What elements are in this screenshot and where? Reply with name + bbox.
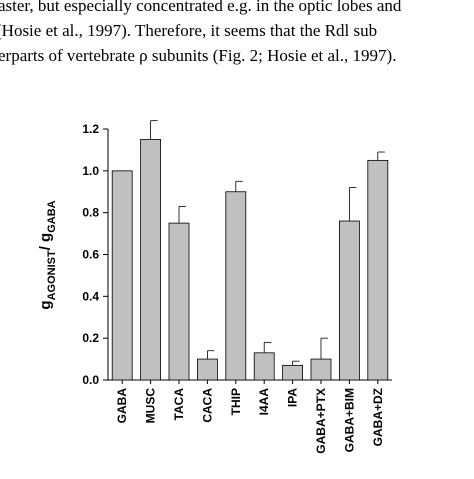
y-tick-label: 0.0 — [82, 373, 99, 387]
error-bar — [263, 341, 272, 353]
doc-line: erparts of vertebrate ρ subunits (Fig. 2… — [0, 46, 396, 65]
y-label-part: GABA — [46, 200, 58, 232]
bar — [111, 170, 133, 381]
y-label-part: g — [37, 300, 54, 309]
y-tick-label: 1.0 — [82, 164, 99, 178]
bar — [338, 220, 360, 381]
bar — [253, 352, 275, 381]
bar — [367, 159, 389, 381]
y-axis-label: gAGONIST/ gGABA — [37, 200, 58, 309]
error-bar — [377, 151, 385, 161]
bar — [310, 358, 332, 381]
x-tick-label: GABA — [115, 388, 129, 424]
error-bar — [235, 180, 243, 192]
x-tick-label: GABA+DZ — [371, 388, 385, 446]
bar — [196, 358, 218, 381]
doc-line: (Hosie et al., 1997). Therefore, it seem… — [0, 21, 377, 40]
x-tick-label: MUSC — [144, 388, 158, 424]
error-bar — [320, 337, 328, 360]
x-tick-label: IPA — [286, 388, 300, 407]
x-tick-label: TACA — [172, 388, 186, 421]
y-tick-label: 0.8 — [82, 206, 99, 220]
bar — [225, 191, 247, 381]
y-label-part: / g — [37, 233, 54, 251]
bar — [282, 364, 304, 381]
y-tick-label: 0.2 — [82, 331, 99, 345]
error-bar — [150, 120, 158, 140]
doc-line: aster, but especially concentrated e.g. … — [0, 0, 402, 15]
x-tick-label: CACA — [200, 388, 214, 423]
error-bar — [178, 205, 186, 224]
bar — [140, 139, 162, 381]
x-tick-label: THIP — [229, 388, 243, 415]
error-bar — [348, 187, 357, 222]
bar — [168, 222, 190, 381]
x-tick-label: GABA+BIM — [342, 388, 356, 452]
y-tick-label: 0.4 — [82, 289, 99, 303]
error-bar — [206, 350, 215, 360]
error-bar — [292, 360, 300, 366]
y-label-part: AGONIST — [46, 250, 58, 300]
x-tick-label: GABA+PTX — [314, 388, 328, 454]
y-tick-label: 0.6 — [82, 248, 99, 262]
y-tick-label: 1.2 — [82, 122, 99, 136]
x-tick-label: I4AA — [257, 388, 271, 416]
